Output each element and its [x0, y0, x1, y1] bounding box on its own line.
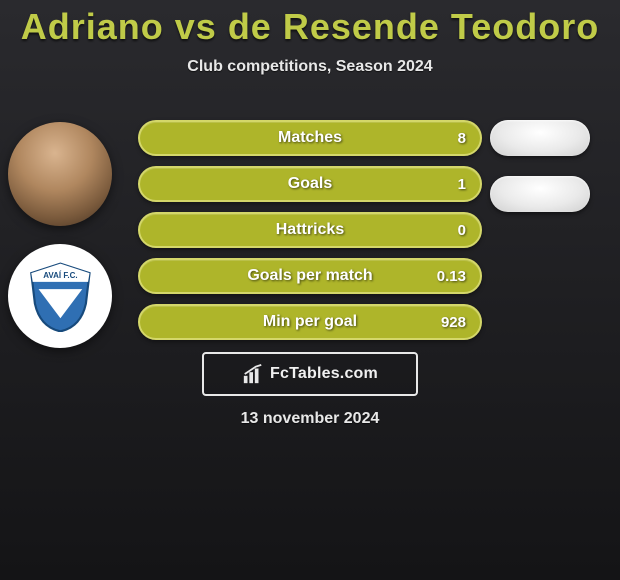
stat-value: 928 — [441, 306, 466, 338]
stat-row-goals: Goals 1 — [138, 166, 482, 202]
stat-row-min-per-goal: Min per goal 928 — [138, 304, 482, 340]
chart-icon — [242, 363, 264, 385]
svg-text:AVAÍ F.C.: AVAÍ F.C. — [43, 271, 77, 280]
date-line: 13 november 2024 — [0, 410, 620, 428]
comparison-pill — [490, 120, 590, 156]
stat-label: Goals — [140, 168, 480, 200]
stat-row-goals-per-match: Goals per match 0.13 — [138, 258, 482, 294]
avatar-column: AVAÍ F.C. — [8, 122, 118, 366]
page-subtitle: Club competitions, Season 2024 — [0, 58, 620, 76]
club-badge-icon: AVAÍ F.C. — [24, 260, 97, 333]
stat-label: Goals per match — [140, 260, 480, 292]
stat-value: 8 — [458, 122, 466, 154]
player-avatar — [8, 122, 112, 226]
stat-label: Min per goal — [140, 306, 480, 338]
page-title: Adriano vs de Resende Teodoro — [0, 0, 620, 48]
stat-value: 1 — [458, 168, 466, 200]
stat-row-matches: Matches 8 — [138, 120, 482, 156]
watermark: FcTables.com — [202, 352, 418, 396]
stat-value: 0.13 — [437, 260, 466, 292]
stat-label: Hattricks — [140, 214, 480, 246]
watermark-text: FcTables.com — [270, 365, 378, 383]
stats-column: Matches 8 Goals 1 Hattricks 0 Goals per … — [138, 120, 482, 350]
stat-row-hattricks: Hattricks 0 — [138, 212, 482, 248]
comparison-pills-column — [490, 120, 610, 222]
club-badge: AVAÍ F.C. — [8, 244, 112, 348]
stat-label: Matches — [140, 122, 480, 154]
comparison-pill — [490, 176, 590, 212]
stat-value: 0 — [458, 214, 466, 246]
